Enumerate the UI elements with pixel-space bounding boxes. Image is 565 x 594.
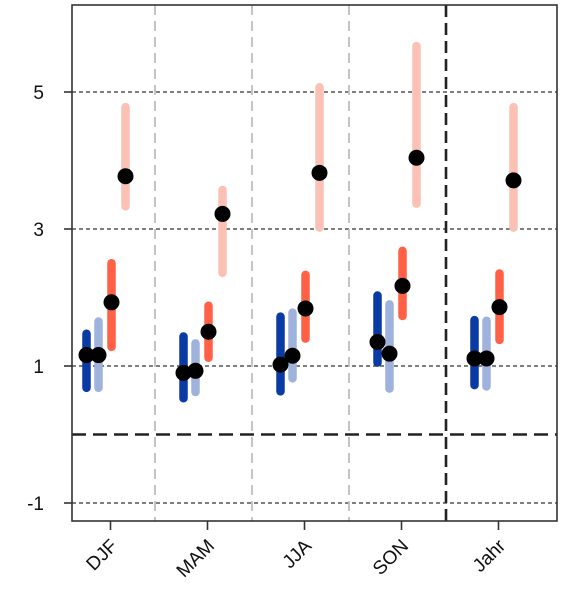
data-point xyxy=(175,364,192,381)
data-point xyxy=(394,277,411,294)
data-layer xyxy=(78,41,522,403)
y-tick-label: -1 xyxy=(27,494,44,515)
data-point xyxy=(408,149,425,166)
y-tick-label: 1 xyxy=(33,357,44,378)
data-point xyxy=(103,294,120,311)
data-point xyxy=(187,362,204,379)
data-point xyxy=(78,347,95,364)
data-point xyxy=(505,172,522,189)
grid-layer xyxy=(72,5,557,521)
y-tick-label: 5 xyxy=(33,83,44,104)
x-tick-label: MAM xyxy=(173,536,219,582)
y-tick-label: 3 xyxy=(33,220,44,241)
plot-frame xyxy=(71,4,558,522)
data-point xyxy=(297,300,314,317)
data-point xyxy=(200,323,217,340)
data-point xyxy=(311,164,328,181)
data-point xyxy=(284,347,301,364)
data-point xyxy=(117,168,134,185)
x-tick-label: JJA xyxy=(279,535,316,572)
x-tick-label: DJF xyxy=(83,536,122,575)
data-point xyxy=(214,205,231,222)
data-point xyxy=(369,334,386,351)
data-point xyxy=(478,350,495,367)
x-tick-label: Jahr xyxy=(469,535,510,576)
data-point xyxy=(90,347,107,364)
x-tick-label: SON xyxy=(369,536,413,580)
data-point xyxy=(381,345,398,362)
data-point xyxy=(491,299,508,316)
data-point xyxy=(272,356,289,373)
data-point xyxy=(466,350,483,367)
